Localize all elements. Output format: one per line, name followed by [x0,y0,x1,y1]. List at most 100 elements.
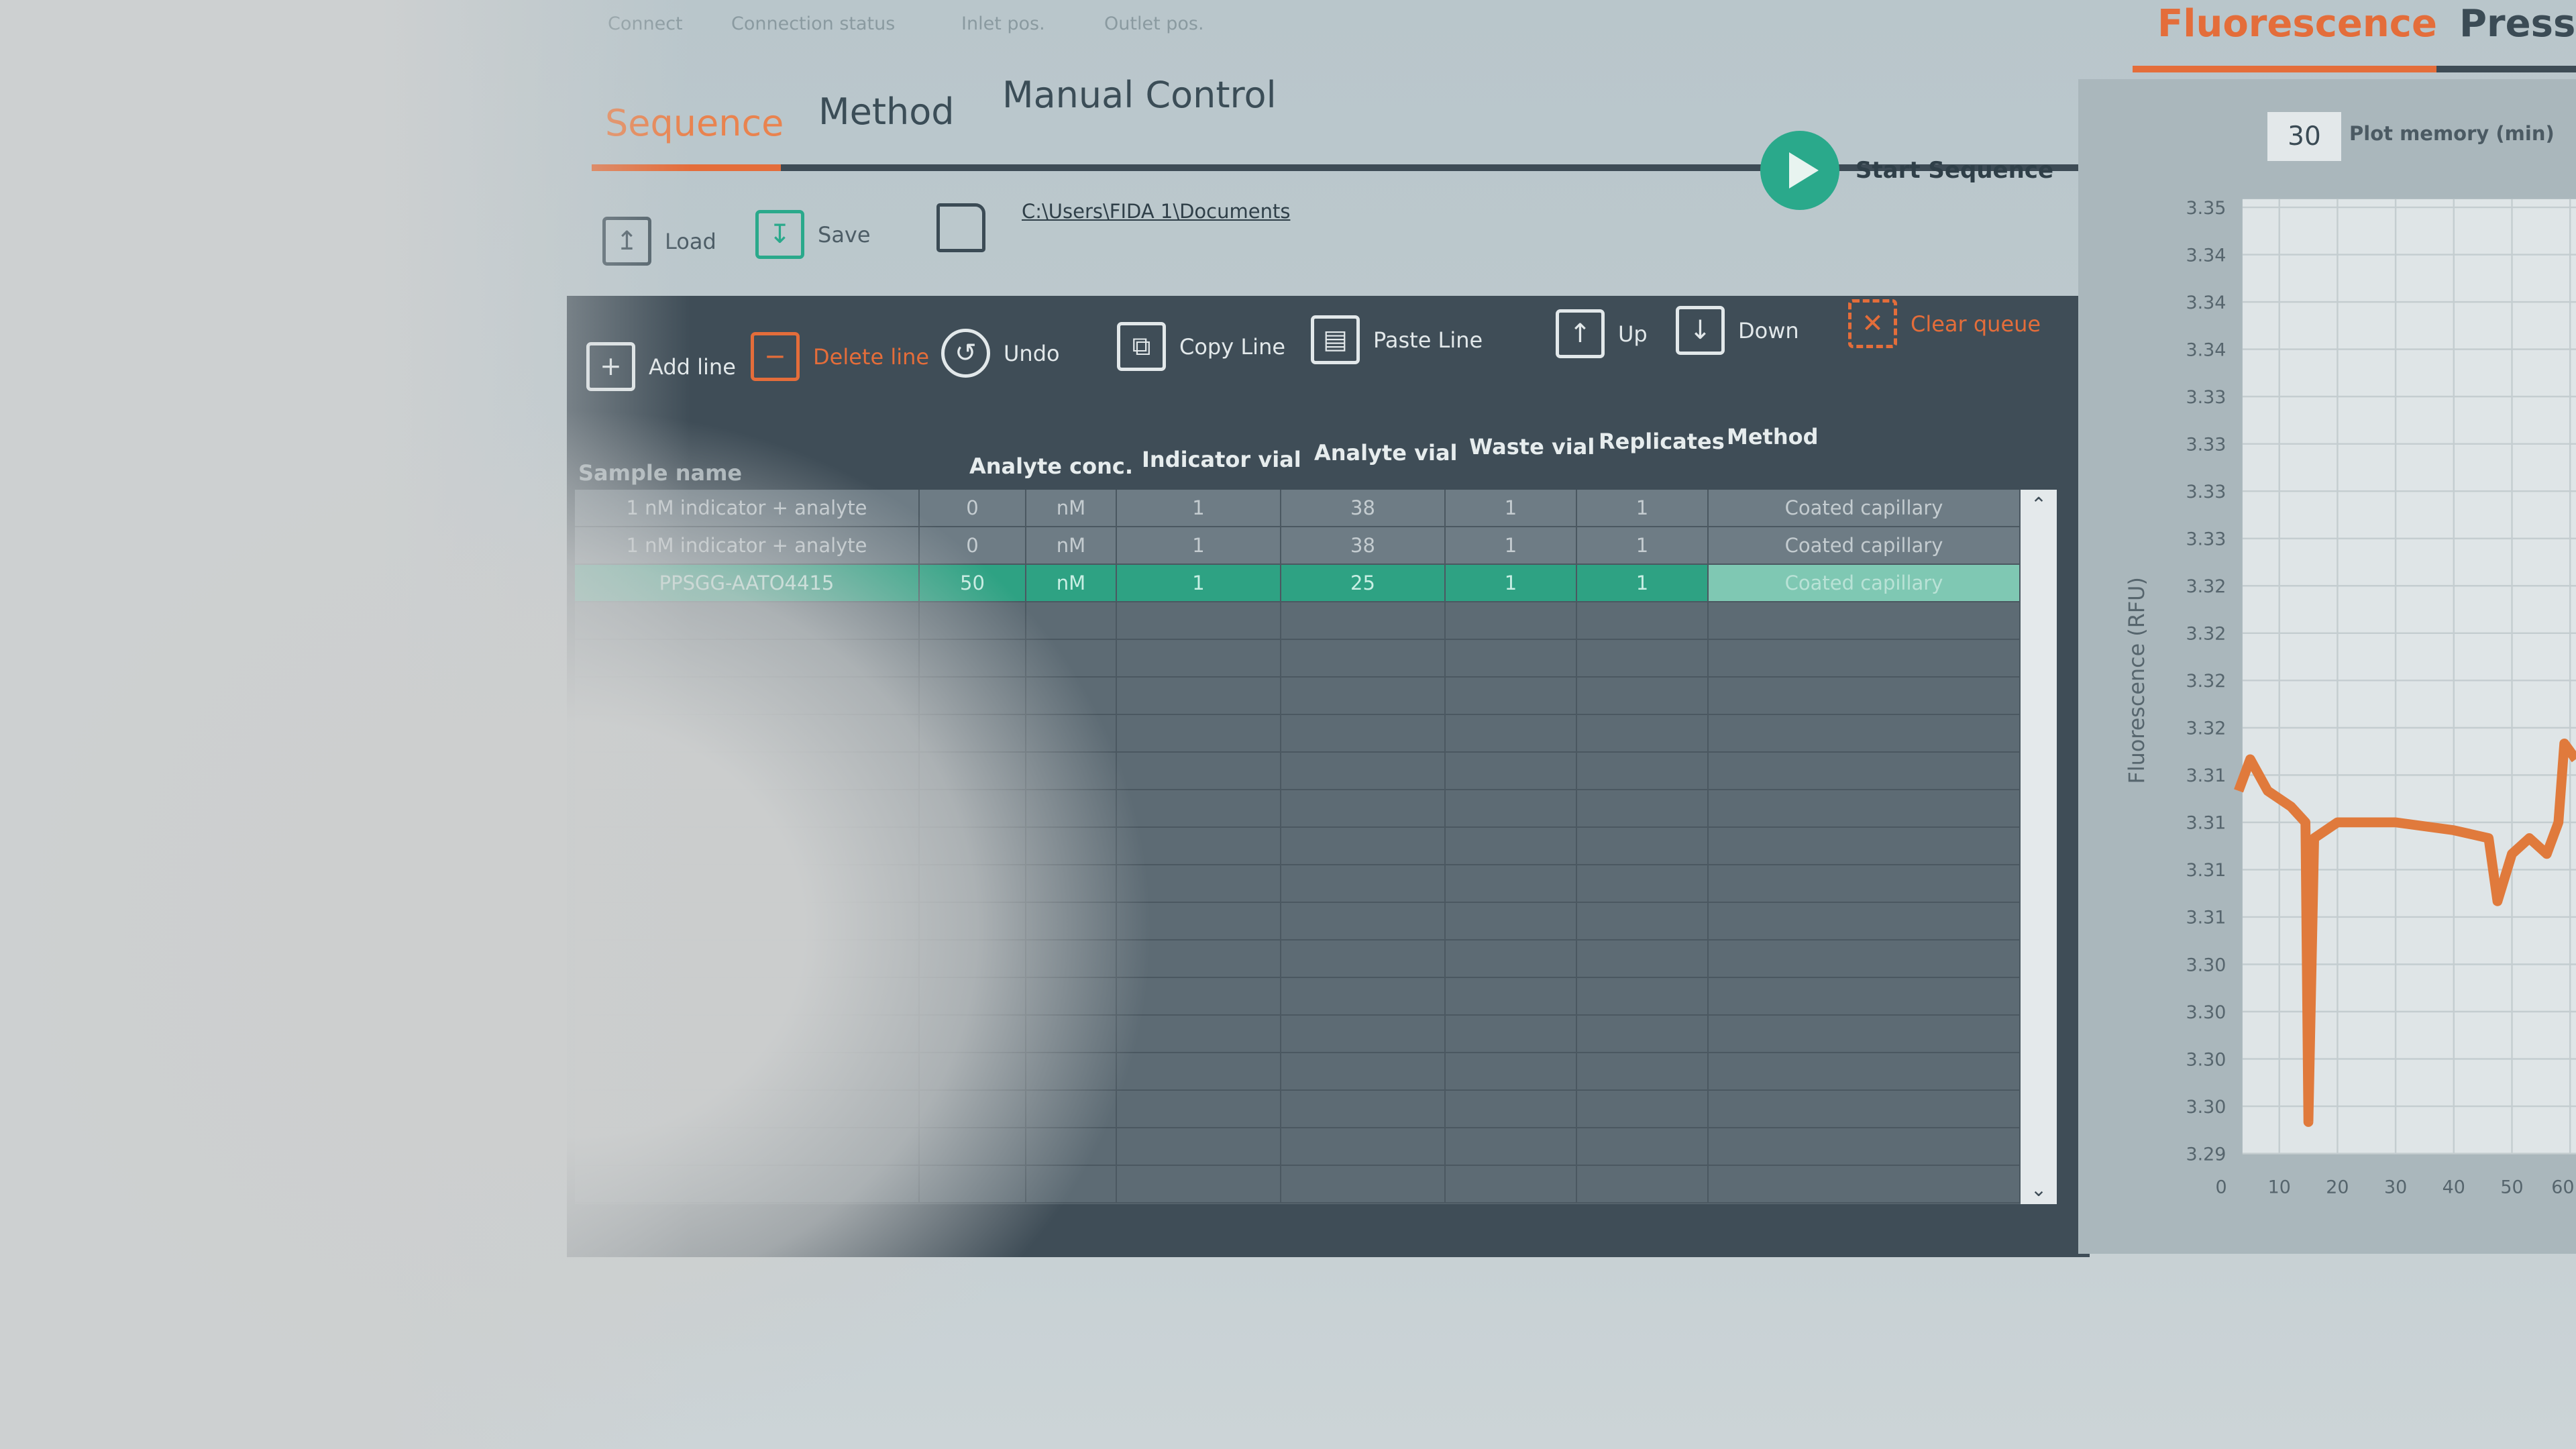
cell-conc[interactable] [920,865,1026,902]
cell-analyte[interactable] [1281,1053,1446,1089]
cell-replicates[interactable]: 1 [1577,527,1709,564]
cell-replicates[interactable] [1577,715,1709,751]
cell-sample[interactable]: 1 nM indicator + analyte [575,527,920,564]
cell-waste[interactable] [1446,903,1577,939]
cell-analyte[interactable] [1281,828,1446,864]
cell-waste[interactable] [1446,828,1577,864]
cell-replicates[interactable] [1577,1053,1709,1089]
cell-method[interactable] [1709,1053,2021,1089]
empty-table-row[interactable] [575,1053,2021,1091]
cell-conc[interactable] [920,753,1026,789]
cell-waste[interactable] [1446,865,1577,902]
cell-indicator[interactable] [1117,640,1281,676]
cell-replicates[interactable] [1577,1091,1709,1127]
cell-waste[interactable] [1446,1166,1577,1202]
cell-indicator[interactable] [1117,753,1281,789]
cell-replicates[interactable] [1577,828,1709,864]
cell-replicates[interactable] [1577,753,1709,789]
cell-replicates[interactable] [1577,678,1709,714]
cell-indicator[interactable] [1117,678,1281,714]
cell-sample[interactable] [575,753,920,789]
cell-sample[interactable] [575,1166,920,1202]
cell-replicates[interactable] [1577,1166,1709,1202]
cell-unit[interactable] [1026,865,1117,902]
cell-analyte[interactable] [1281,715,1446,751]
cell-waste[interactable] [1446,978,1577,1014]
cell-conc[interactable] [920,903,1026,939]
cell-replicates[interactable] [1577,602,1709,639]
cell-conc[interactable] [920,640,1026,676]
cell-analyte[interactable] [1281,903,1446,939]
cell-waste[interactable] [1446,1128,1577,1165]
cell-sample[interactable] [575,1128,920,1165]
tab-sequence[interactable]: Sequence [605,102,784,144]
cell-replicates[interactable] [1577,941,1709,977]
table-scrollbar[interactable]: ⌃ ⌄ [2021,490,2057,1204]
cell-sample[interactable] [575,1091,920,1127]
cell-conc[interactable] [920,1053,1026,1089]
cell-conc[interactable] [920,1016,1026,1052]
empty-table-row[interactable] [575,790,2021,828]
cell-waste[interactable] [1446,1016,1577,1052]
clear-queue-button[interactable]: ✕ Clear queue [1848,299,2041,348]
empty-table-row[interactable] [575,1128,2021,1166]
cell-method[interactable] [1709,1091,2021,1127]
cell-replicates[interactable] [1577,1016,1709,1052]
cell-unit[interactable] [1026,903,1117,939]
cell-sample[interactable]: 1 nM indicator + analyte [575,490,920,526]
cell-conc[interactable]: 0 [920,527,1026,564]
cell-waste[interactable] [1446,790,1577,826]
empty-table-row[interactable] [575,1166,2021,1203]
cell-indicator[interactable] [1117,978,1281,1014]
cell-method[interactable] [1709,678,2021,714]
cell-waste[interactable] [1446,1091,1577,1127]
cell-waste[interactable]: 1 [1446,527,1577,564]
cell-method[interactable] [1709,1016,2021,1052]
cell-replicates[interactable] [1577,1128,1709,1165]
cell-method[interactable] [1709,753,2021,789]
cell-analyte[interactable]: 38 [1281,527,1446,564]
cell-replicates[interactable]: 1 [1577,490,1709,526]
empty-table-row[interactable] [575,1091,2021,1128]
cell-replicates[interactable] [1577,790,1709,826]
cell-unit[interactable] [1026,1053,1117,1089]
cell-method[interactable] [1709,1128,2021,1165]
cell-method[interactable] [1709,828,2021,864]
cell-unit[interactable] [1026,1016,1117,1052]
cell-replicates[interactable] [1577,978,1709,1014]
cell-unit[interactable] [1026,678,1117,714]
empty-table-row[interactable] [575,865,2021,903]
cell-sample[interactable] [575,1016,920,1052]
cell-unit[interactable] [1026,941,1117,977]
tab-manual-control[interactable]: Manual Control [1002,74,1277,116]
cell-sample[interactable] [575,678,920,714]
cell-analyte[interactable] [1281,790,1446,826]
cell-indicator[interactable] [1117,941,1281,977]
cell-unit[interactable]: nM [1026,490,1117,526]
cell-unit[interactable] [1026,753,1117,789]
cell-method[interactable] [1709,941,2021,977]
cell-indicator[interactable] [1117,790,1281,826]
cell-indicator[interactable]: 1 [1117,527,1281,564]
cell-analyte[interactable]: 38 [1281,490,1446,526]
cell-conc[interactable] [920,1166,1026,1202]
empty-table-row[interactable] [575,828,2021,865]
cell-waste[interactable] [1446,678,1577,714]
cell-sample[interactable] [575,640,920,676]
cell-indicator[interactable] [1117,715,1281,751]
cell-replicates[interactable]: 1 [1577,565,1709,601]
cell-conc[interactable] [920,715,1026,751]
move-up-button[interactable]: ↑ Up [1556,309,1648,358]
cell-sample[interactable] [575,903,920,939]
empty-table-row[interactable] [575,903,2021,941]
cell-analyte[interactable] [1281,678,1446,714]
cell-waste[interactable] [1446,640,1577,676]
cell-method[interactable]: Coated capillary [1709,490,2021,526]
cell-unit[interactable] [1026,715,1117,751]
empty-table-row[interactable] [575,715,2021,753]
cell-analyte[interactable] [1281,1091,1446,1127]
cell-waste[interactable]: 1 [1446,490,1577,526]
cell-analyte[interactable] [1281,640,1446,676]
cell-unit[interactable] [1026,1128,1117,1165]
cell-method[interactable]: Coated capillary [1709,527,2021,564]
